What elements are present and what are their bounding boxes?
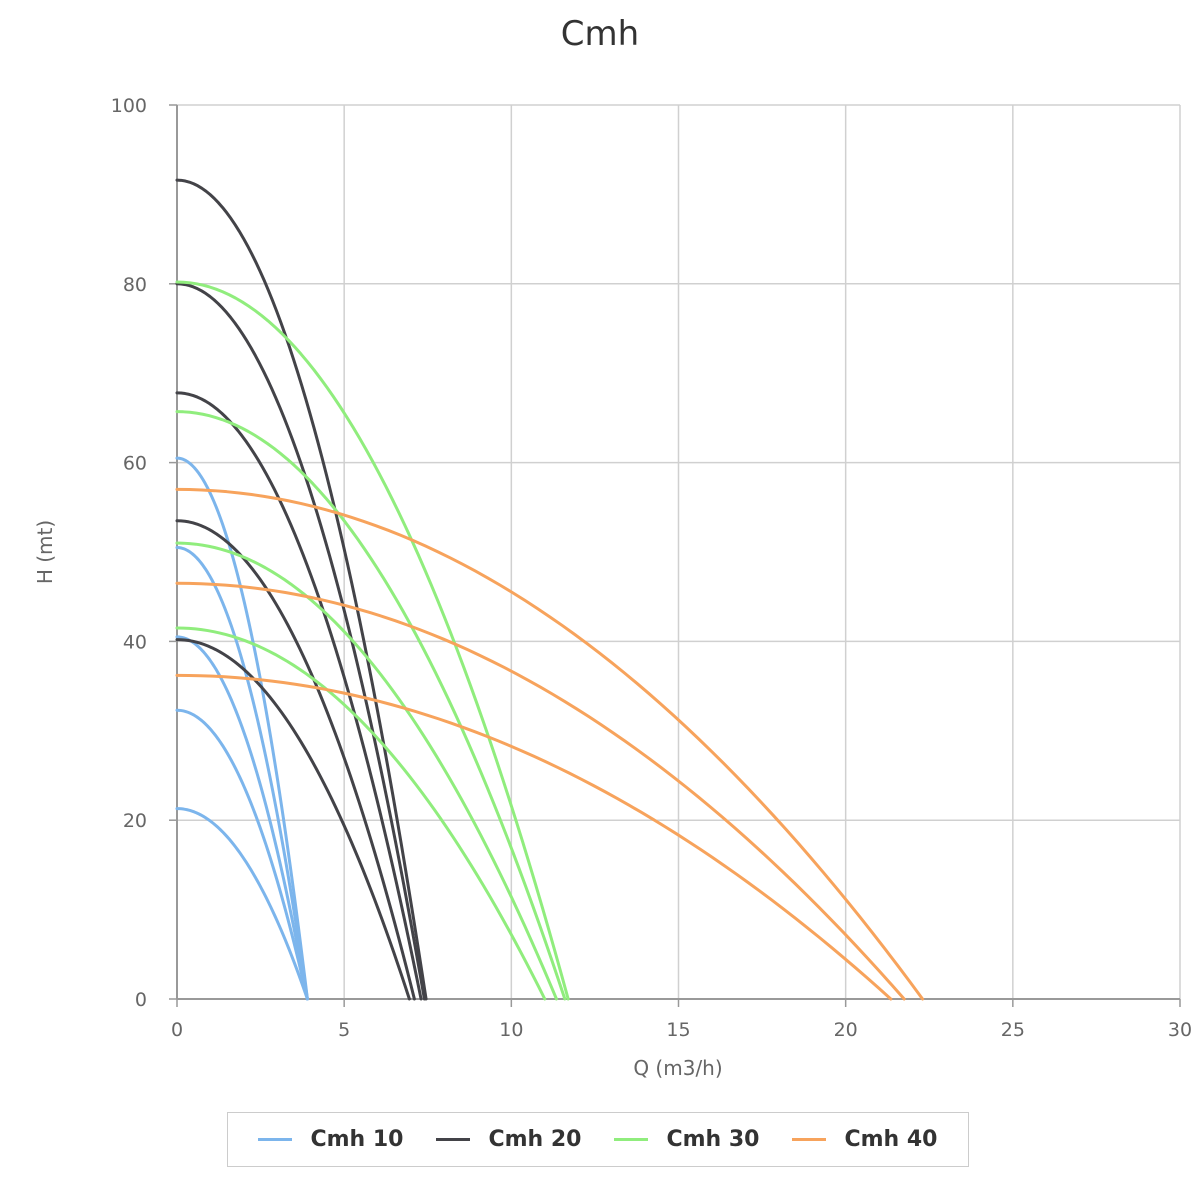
- curve-cmh-20-1[interactable]: [175, 178, 428, 1001]
- curve-cmh-20-5[interactable]: [175, 638, 411, 1001]
- y-tick-label: 80: [123, 274, 147, 296]
- curve-cmh-20-3[interactable]: [175, 391, 423, 1001]
- x-tick-label: 5: [338, 1019, 350, 1041]
- legend-swatch: [436, 1138, 471, 1141]
- y-axis-title: H (mt): [33, 520, 57, 584]
- curve-cmh-10-3[interactable]: [175, 635, 309, 1001]
- curve-cmh-20-4[interactable]: [175, 519, 416, 1001]
- x-tick-label: 25: [1001, 1019, 1025, 1041]
- x-tick-label: 0: [171, 1019, 183, 1041]
- curve-cmh-40-2[interactable]: [175, 581, 906, 1001]
- legend-swatch: [258, 1138, 293, 1141]
- legend-label: Cmh 30: [666, 1127, 760, 1152]
- legend-item-cmh-10[interactable]: Cmh 10: [258, 1127, 404, 1152]
- curve-cmh-40-1[interactable]: [175, 487, 925, 1001]
- legend: Cmh 10 Cmh 20 Cmh 30 Cmh 40: [227, 1112, 969, 1167]
- curve-cmh-30-4[interactable]: [175, 626, 547, 1001]
- x-tick-label: 30: [1168, 1019, 1192, 1041]
- curves-layer: [175, 178, 925, 1001]
- axes-layer: 0 5 10 15 20 25 30 0 20 40 60 80 100: [111, 95, 1192, 1041]
- x-tick-label: 15: [666, 1019, 690, 1041]
- legend-label: Cmh 10: [310, 1127, 404, 1152]
- y-tick-label: 100: [111, 95, 147, 117]
- legend-label: Cmh 20: [488, 1127, 582, 1152]
- legend-label: Cmh 40: [844, 1127, 938, 1152]
- y-tick-label: 40: [123, 631, 147, 653]
- curve-cmh-30-2[interactable]: [175, 410, 567, 1001]
- legend-item-cmh-20[interactable]: Cmh 20: [436, 1127, 582, 1152]
- curve-cmh-10-2[interactable]: [175, 546, 309, 1001]
- x-tick-label: 10: [499, 1019, 523, 1041]
- curve-cmh-20-2[interactable]: [175, 282, 426, 1001]
- curve-cmh-30-1[interactable]: [175, 280, 570, 1001]
- legend-swatch: [792, 1138, 827, 1141]
- curve-cmh-10-4[interactable]: [175, 708, 309, 1001]
- x-tick-label: 20: [834, 1019, 858, 1041]
- legend-item-cmh-30[interactable]: Cmh 30: [614, 1127, 760, 1152]
- x-axis-title: Q (m3/h): [633, 1056, 722, 1080]
- y-tick-label: 60: [123, 453, 147, 475]
- y-tick-label: 20: [123, 810, 147, 832]
- curve-cmh-40-3[interactable]: [175, 673, 893, 1001]
- legend-item-cmh-40[interactable]: Cmh 40: [792, 1127, 938, 1152]
- curve-cmh-10-1[interactable]: [175, 456, 309, 1001]
- y-tick-label: 0: [135, 989, 147, 1011]
- chart-title: Cmh: [560, 14, 640, 54]
- grid-layer: [177, 104, 1181, 999]
- curve-cmh-30-3[interactable]: [175, 541, 558, 1001]
- curve-cmh-10-5[interactable]: [175, 807, 309, 1001]
- legend-swatch: [614, 1138, 649, 1141]
